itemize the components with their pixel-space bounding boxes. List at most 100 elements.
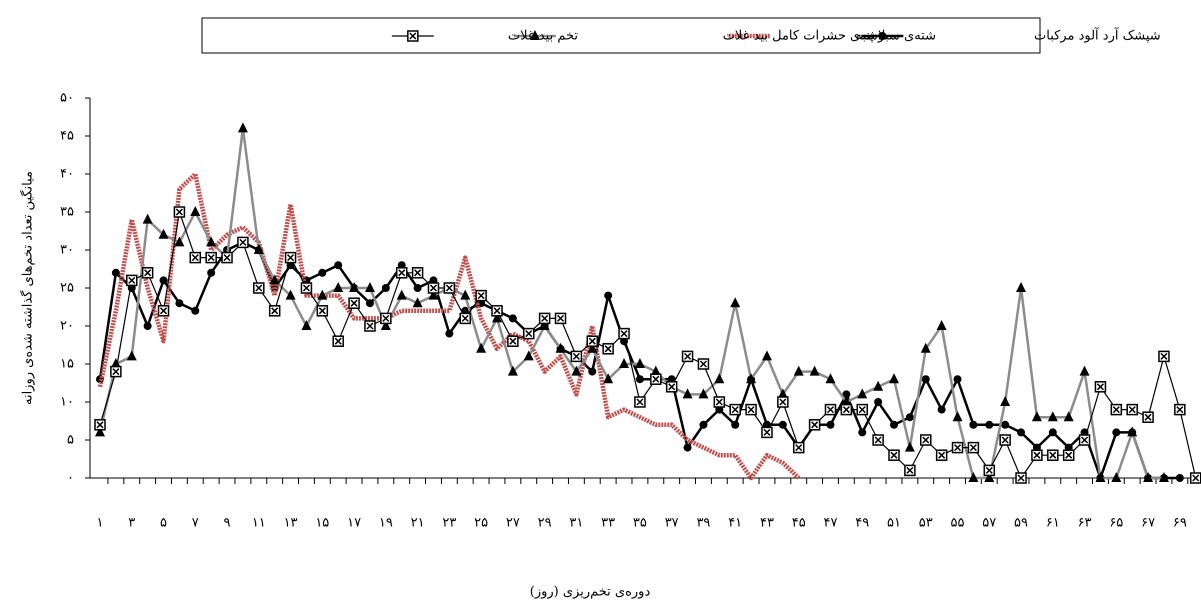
marker [921, 375, 930, 384]
legend-label: تخم بید غلات [508, 29, 578, 44]
marker-cross [302, 284, 310, 292]
marker [1078, 434, 1091, 446]
marker [570, 350, 583, 363]
marker-cross [826, 406, 835, 414]
marker [364, 282, 375, 292]
x-tick-label: ۲۷ [506, 516, 520, 531]
marker [699, 420, 708, 429]
marker [380, 320, 391, 330]
marker [571, 365, 582, 376]
x-tick-label: ۹ [224, 516, 231, 531]
marker [1127, 426, 1138, 437]
marker [888, 449, 900, 461]
marker-cross [159, 307, 168, 315]
marker-cross [890, 451, 898, 459]
marker-cross [318, 307, 326, 315]
marker [729, 403, 741, 416]
marker-cross [541, 314, 549, 322]
x-tick-label: ۱۳ [284, 516, 298, 531]
marker [969, 420, 978, 429]
marker [730, 297, 741, 308]
x-tick-label: ۶۱ [1046, 516, 1060, 531]
marker [508, 314, 517, 323]
marker [523, 327, 535, 340]
marker [809, 365, 820, 376]
marker-cross [112, 368, 120, 376]
marker-cross [191, 254, 199, 262]
marker [269, 274, 280, 285]
marker-cross [779, 398, 787, 406]
marker [529, 30, 540, 40]
marker [1031, 449, 1043, 461]
marker-cross [96, 421, 104, 429]
marker [650, 373, 662, 385]
marker [650, 365, 661, 376]
marker [539, 320, 550, 330]
marker [333, 282, 344, 292]
marker [284, 251, 297, 264]
marker [459, 312, 471, 325]
marker [967, 441, 980, 454]
marker-cross [1065, 451, 1073, 459]
marker [1158, 350, 1170, 363]
marker [538, 312, 551, 325]
marker-cross [1176, 406, 1184, 414]
marker-cross [922, 436, 930, 444]
marker [841, 396, 852, 406]
marker [158, 228, 169, 239]
marker [952, 411, 963, 422]
x-tick-label: ۶۵ [1109, 516, 1123, 531]
x-tick-label: ۱۵ [315, 516, 329, 531]
marker-cross [287, 254, 295, 262]
marker [858, 428, 867, 437]
marker-cross [1049, 451, 1057, 459]
marker [777, 396, 789, 408]
marker [634, 396, 646, 408]
marker [761, 426, 773, 439]
series-line [97, 171, 801, 481]
marker [332, 335, 344, 347]
x-tick-label: ۴۵ [792, 516, 806, 531]
y-tick-label: ۱۵ [60, 357, 74, 372]
marker [94, 419, 106, 431]
marker-cross [953, 444, 962, 452]
marker-cross [239, 238, 247, 246]
marker [349, 282, 360, 292]
marker-cross [858, 406, 866, 414]
marker [1142, 411, 1154, 423]
marker-cross [715, 398, 723, 406]
marker [951, 441, 964, 454]
y-tick-label: ۰ [67, 471, 74, 486]
marker [364, 320, 376, 332]
marker [427, 282, 440, 294]
marker [778, 420, 787, 429]
marker-cross [144, 269, 152, 277]
marker [95, 426, 105, 437]
marker [713, 396, 726, 408]
marker-cross [1128, 406, 1136, 414]
marker [1094, 381, 1107, 393]
y-tick-label: ۳۵ [60, 205, 74, 220]
marker [237, 236, 249, 249]
marker-cross [223, 254, 231, 262]
x-tick-label: ۴۹ [855, 516, 869, 531]
x-tick-label: ۴۱ [728, 516, 742, 531]
marker [253, 282, 265, 294]
marker [205, 251, 217, 264]
marker [206, 236, 217, 247]
x-tick-label: ۲۵ [474, 516, 488, 531]
x-tick-label: ۳۹ [696, 516, 710, 531]
marker [604, 291, 613, 300]
marker [380, 312, 392, 325]
marker [316, 305, 329, 317]
marker [476, 342, 487, 353]
marker [141, 267, 154, 279]
marker-cross [652, 375, 660, 383]
marker [285, 289, 296, 300]
x-tick-label: ۵۳ [919, 516, 933, 531]
marker [1001, 420, 1010, 429]
marker [824, 403, 837, 416]
marker [126, 274, 138, 287]
marker-cross [588, 337, 596, 345]
marker [968, 472, 979, 482]
